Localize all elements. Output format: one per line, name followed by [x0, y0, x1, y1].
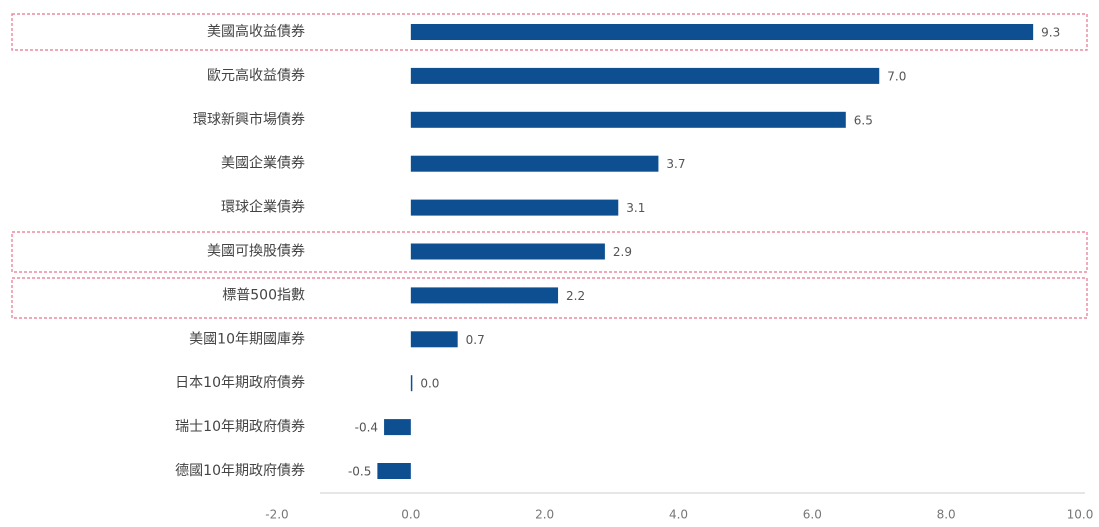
value-label: 9.3: [1041, 26, 1060, 40]
bar: [384, 419, 411, 436]
category-label: 美國10年期國庫券: [189, 330, 305, 347]
value-label: 3.1: [626, 201, 645, 215]
category-label: 環球企業債券: [221, 199, 305, 216]
value-label: 7.0: [887, 69, 906, 83]
value-label: 2.9: [613, 245, 632, 259]
value-label: -0.5: [348, 465, 371, 479]
category-label: 標普500指數: [222, 287, 305, 303]
value-label: 6.5: [854, 113, 873, 127]
category-label: 美國企業債券: [221, 155, 305, 172]
category-label: 歐元高收益債券: [207, 67, 305, 84]
bar: [410, 331, 458, 348]
category-label: 德國10年期政府債券: [175, 463, 305, 479]
category-label: 瑞士10年期政府債券: [175, 419, 305, 435]
bar: [377, 463, 411, 479]
x-tick-label: -2.0: [265, 508, 288, 522]
bar: [410, 24, 1034, 40]
x-tick-label: 0.0: [401, 508, 420, 522]
highlight-box: [11, 277, 1088, 319]
x-tick-label: 4.0: [669, 508, 688, 522]
x-tick-label: 10.0: [1067, 508, 1094, 522]
highlight-box: [11, 13, 1088, 51]
bar: [410, 243, 605, 260]
bar: [410, 287, 559, 304]
x-tick-label: 2.0: [535, 508, 554, 522]
value-label: 0.0: [420, 377, 439, 391]
value-label: 0.7: [466, 333, 485, 347]
bar: [410, 375, 413, 392]
bar: [410, 199, 619, 216]
x-tick-label: 6.0: [803, 508, 822, 522]
bar: [410, 67, 880, 84]
highlight-box: [11, 231, 1088, 273]
value-label: 3.7: [666, 157, 685, 171]
category-label: 日本10年期政府債券: [175, 375, 305, 391]
bar: [410, 155, 659, 172]
category-label: 美國可換股債券: [207, 244, 305, 260]
category-label: 美國高收益債券: [207, 23, 305, 40]
bar: [410, 111, 846, 128]
x-tick-label: 8.0: [937, 508, 956, 522]
value-label: -0.4: [355, 421, 378, 435]
category-label: 環球新興市場債券: [193, 111, 305, 128]
value-label: 2.2: [566, 289, 585, 303]
